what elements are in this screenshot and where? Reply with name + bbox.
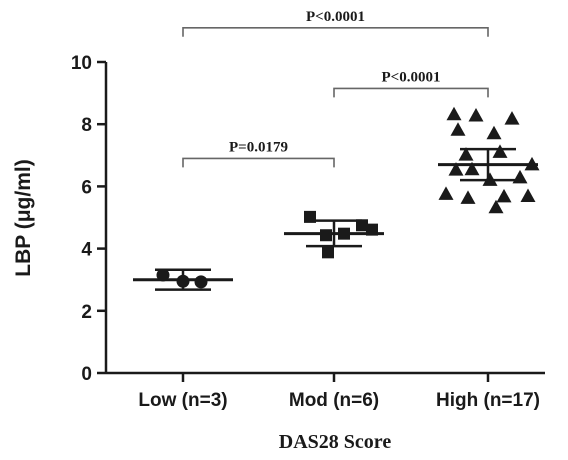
y-tick-label: 10 — [71, 53, 92, 74]
data-point — [448, 162, 464, 176]
data-point — [450, 122, 466, 136]
bracket-line — [333, 87, 489, 98]
data-point — [446, 106, 462, 121]
data-point — [464, 161, 480, 176]
y-tick-label: 8 — [81, 115, 92, 136]
y-tick-label: 4 — [81, 240, 92, 261]
x-axis-label: DAS28 Score — [279, 431, 392, 453]
p-value-label: P<0.0001 — [306, 9, 365, 25]
bracket-line — [182, 157, 335, 168]
data-point — [194, 275, 208, 289]
group-3 — [438, 106, 540, 214]
data-point — [512, 169, 528, 184]
y-tick-label: 2 — [81, 302, 92, 323]
data-point — [492, 144, 508, 158]
data-point — [460, 190, 476, 204]
data-point — [520, 188, 536, 203]
p-value-label: P<0.0001 — [382, 69, 441, 85]
data-point — [458, 147, 474, 161]
x-tick-label: Low (n=3) — [138, 390, 227, 411]
bracket-line — [182, 26, 489, 37]
x-tick-label: Mod (n=6) — [289, 390, 379, 411]
data-point — [504, 111, 520, 125]
data-point — [488, 199, 504, 214]
data-point — [322, 246, 334, 259]
data-point — [438, 186, 454, 200]
y-tick-label: 6 — [81, 177, 92, 198]
group-1 — [133, 268, 233, 291]
data-point — [496, 188, 512, 203]
x-tick-label: High (n=17) — [436, 390, 540, 411]
significance-brackets: P<0.0001 P<0.0001 P=0.0179 — [182, 9, 489, 168]
data-point — [356, 219, 368, 232]
y-tick-label: 0 — [81, 364, 92, 385]
comparison-bracket: P<0.0001 — [182, 9, 489, 37]
data-groups — [133, 106, 540, 291]
y-axis: 0 2 4 6 8 10 — [71, 53, 108, 385]
data-point — [468, 107, 484, 122]
data-point — [320, 229, 332, 242]
data-point — [486, 125, 502, 140]
comparison-bracket: P<0.0001 — [333, 69, 489, 98]
group-2 — [284, 210, 384, 259]
p-value-label: P=0.0179 — [229, 139, 288, 155]
y-axis-label: LBP (μg/ml) — [12, 159, 35, 276]
x-axis: Low (n=3) Mod (n=6) High (n=17) — [106, 371, 545, 411]
comparison-bracket: P=0.0179 — [182, 139, 335, 168]
